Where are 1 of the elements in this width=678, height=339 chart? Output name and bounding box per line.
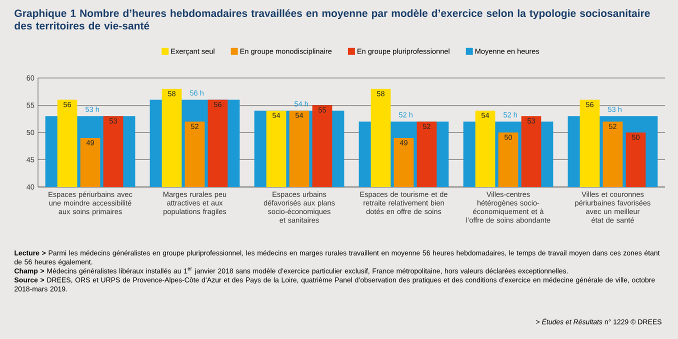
- chart-title: Graphique 1 Nombre d’heures hebdomadaires travaillées en moyenne par modèle d’exercice selon la typologie sociosanitaire des territoires de vie-santé: [14, 9, 650, 30]
